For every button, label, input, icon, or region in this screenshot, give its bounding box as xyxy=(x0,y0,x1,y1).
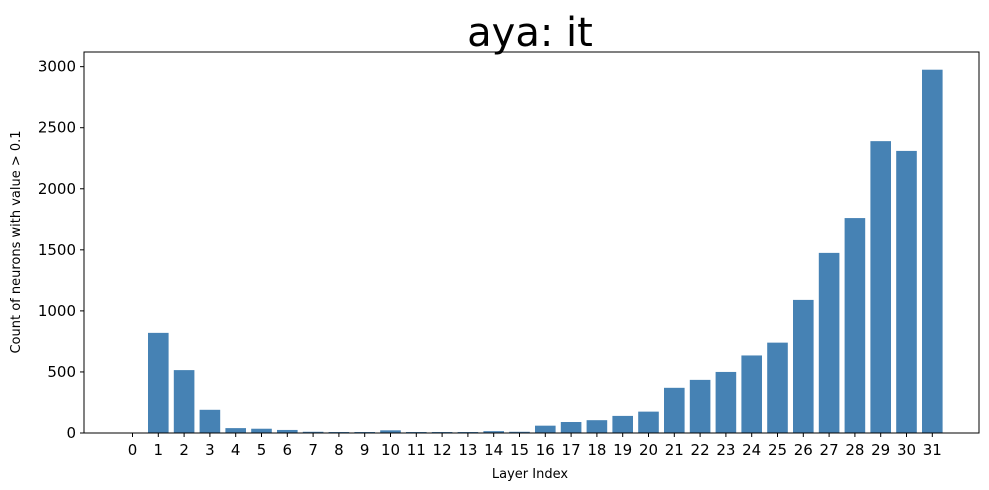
x-axis-ticks: 0 1 2 3 4 5 6 7 8 9 10 11 12 13 14 15 16 17 18 19 20 21 22 23 24… xyxy=(128,433,942,459)
x-tick-label: 26 xyxy=(794,441,813,459)
bar-layer-26 xyxy=(793,299,814,433)
x-tick-label: 23 xyxy=(716,441,735,459)
bar-layer-27 xyxy=(818,252,840,433)
y-tick-label: 3000 xyxy=(38,58,76,76)
x-tick-label: 24 xyxy=(742,441,761,459)
x-tick-label: 12 xyxy=(433,441,452,459)
x-tick-label: 31 xyxy=(923,441,942,459)
bar-layer-16 xyxy=(535,425,556,433)
bar-layer-17 xyxy=(560,422,582,433)
y-axis-ticks: 0 500 1000 1500 2000 2500 3000 xyxy=(38,58,84,442)
bar-layer-19 xyxy=(612,415,633,433)
bar-layer-3 xyxy=(199,409,221,433)
x-tick-label: 27 xyxy=(820,441,839,459)
bar-layer-22 xyxy=(689,379,711,433)
y-tick-label: 0 xyxy=(66,424,76,442)
bar-layer-30 xyxy=(896,150,917,434)
y-axis-label: Count of neurons with value > 0.1 xyxy=(9,130,24,353)
y-tick-label: 1500 xyxy=(38,241,76,259)
bars-group xyxy=(148,69,943,434)
x-tick-label: 16 xyxy=(536,441,555,459)
x-tick-label: 17 xyxy=(562,441,581,459)
bar-layer-24 xyxy=(741,355,762,433)
x-tick-label: 5 xyxy=(257,441,267,459)
x-tick-label: 4 xyxy=(231,441,241,459)
bar-layer-18 xyxy=(586,420,608,433)
x-tick-label: 21 xyxy=(665,441,684,459)
bar-layer-28 xyxy=(844,218,866,433)
x-tick-label: 6 xyxy=(283,441,293,459)
bar-layer-20 xyxy=(638,411,659,433)
x-tick-label: 18 xyxy=(587,441,606,459)
y-tick-label: 1000 xyxy=(38,302,76,320)
x-tick-label: 7 xyxy=(308,441,318,459)
x-tick-label: 29 xyxy=(871,441,890,459)
bar-layer-25 xyxy=(767,342,788,433)
x-tick-label: 13 xyxy=(458,441,477,459)
bar-layer-29 xyxy=(870,141,891,433)
bar-layer-4 xyxy=(225,428,246,433)
x-tick-label: 20 xyxy=(639,441,658,459)
bar-layer-5 xyxy=(251,428,272,433)
x-tick-label: 19 xyxy=(613,441,632,459)
x-tick-label: 2 xyxy=(179,441,189,459)
bar-layer-2 xyxy=(173,370,195,433)
x-tick-label: 14 xyxy=(484,441,503,459)
bar-layer-1 xyxy=(148,332,169,433)
bar-layer-15 xyxy=(509,431,530,433)
x-tick-label: 9 xyxy=(360,441,370,459)
bar-layer-21 xyxy=(664,387,685,433)
x-tick-label: 15 xyxy=(510,441,529,459)
x-tick-label: 22 xyxy=(691,441,710,459)
y-tick-label: 500 xyxy=(47,363,76,381)
y-tick-label: 2000 xyxy=(38,180,76,198)
x-tick-label: 0 xyxy=(128,441,138,459)
x-tick-label: 30 xyxy=(897,441,916,459)
bar-layer-23 xyxy=(715,371,737,433)
bar-layer-7 xyxy=(302,431,324,433)
bar-layer-14 xyxy=(483,431,504,433)
x-tick-label: 1 xyxy=(154,441,164,459)
bar-layer-31 xyxy=(922,69,943,434)
bar-layer-10 xyxy=(380,430,401,433)
x-tick-label: 11 xyxy=(407,441,426,459)
x-tick-label: 3 xyxy=(205,441,215,459)
x-tick-label: 10 xyxy=(381,441,400,459)
x-axis-label: Layer Index xyxy=(492,467,568,482)
bar-layer-6 xyxy=(277,429,298,433)
chart-title: aya: it xyxy=(467,10,593,56)
y-tick-label: 2500 xyxy=(38,119,76,137)
x-tick-label: 25 xyxy=(768,441,787,459)
x-tick-label: 28 xyxy=(845,441,864,459)
plot-frame xyxy=(83,51,980,434)
x-tick-label: 8 xyxy=(334,441,344,459)
